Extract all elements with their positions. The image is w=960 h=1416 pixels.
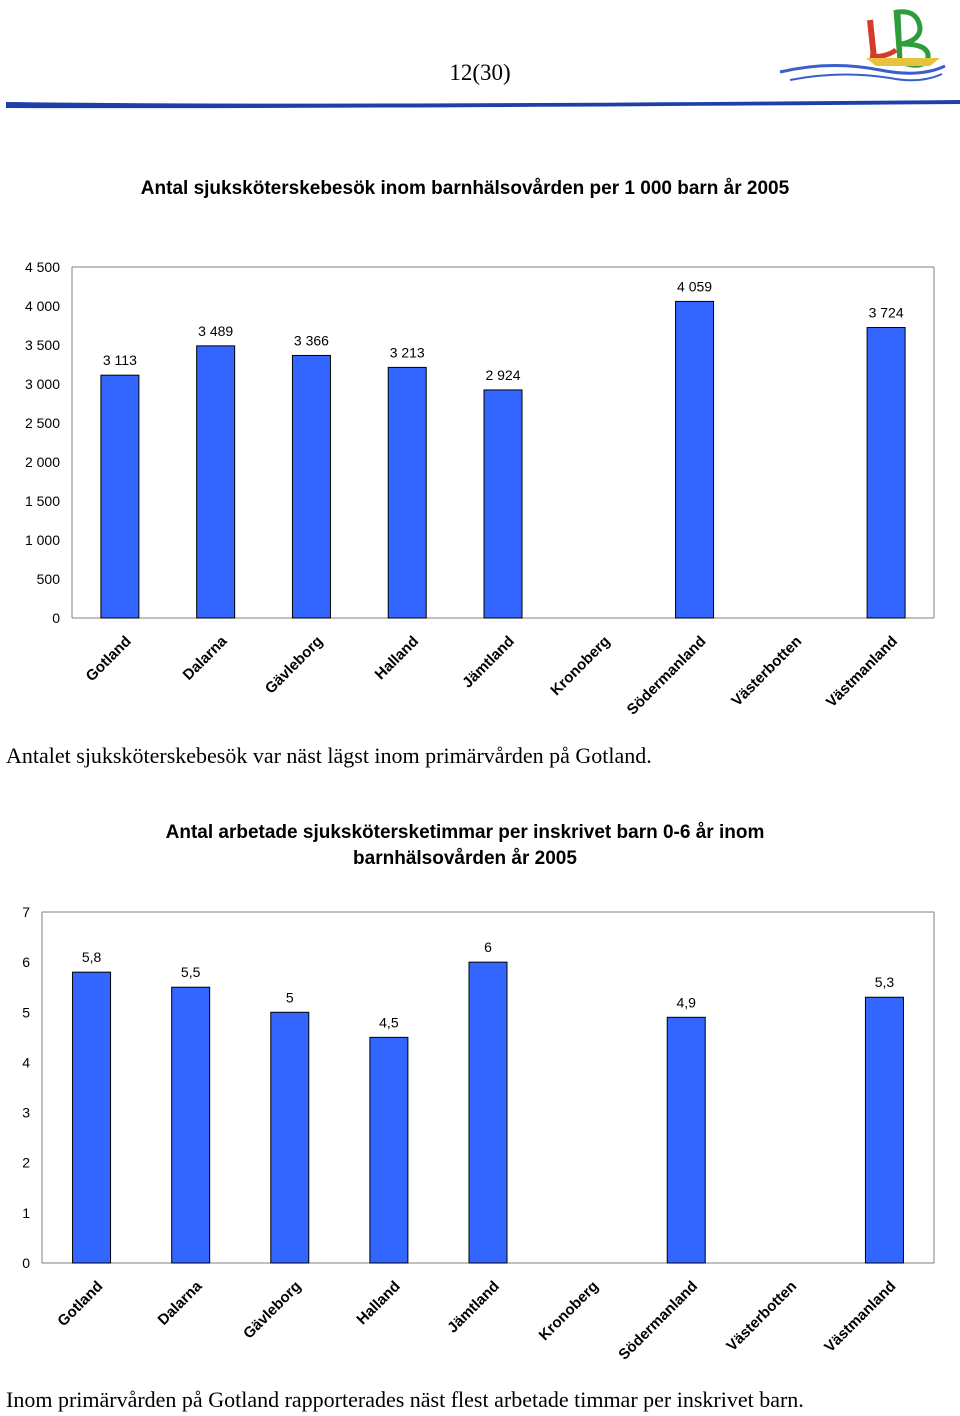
chart1-data-label: 3 724 — [869, 305, 904, 321]
chart1-bar-gävleborg — [291, 354, 331, 619]
chart1-category-label: Dalarna — [180, 632, 231, 683]
chart2-data-label: 5,8 — [82, 949, 102, 965]
chart1-category-label: Jämtland — [459, 633, 518, 692]
chart1: 0 500 1 000 1 500 2 000 2 500 3 000 3 500 4 000 4… — [25, 259, 935, 719]
chart2-data-label: 5,5 — [181, 964, 201, 980]
chart2-category-label: Jämtland — [444, 1278, 503, 1337]
chart2-data-label: 5 — [286, 989, 294, 1005]
chart2-y-tick-label: 7 — [22, 904, 30, 920]
chart2-bar-gotland — [72, 971, 112, 1264]
chart2-data-label: 6 — [484, 939, 492, 955]
chart2-y-tick-label: 6 — [22, 954, 30, 970]
chart2-y-tick-label: 1 — [22, 1205, 30, 1221]
chart2-data-label: 4,9 — [676, 994, 696, 1010]
chart1-data-label: 4 059 — [677, 278, 712, 294]
chart2-bar-gävleborg — [270, 1011, 310, 1264]
chart1-category-label: Gotland — [83, 633, 135, 685]
chart1-y-tick-label: 3 500 — [25, 337, 60, 353]
chart1-data-label: 3 213 — [390, 344, 425, 360]
chart1-bar-västmanland — [866, 327, 906, 619]
chart2-y-tick-label: 5 — [22, 1004, 30, 1020]
chart1-y-tick-label: 4 500 — [25, 259, 60, 275]
chart2-bar-jämtland — [468, 961, 508, 1264]
chart2-bar-halland — [369, 1036, 409, 1264]
chart2-title: Antal arbetade sjukskötersketimmar per i… — [165, 822, 765, 869]
chart2-bar-dalarna — [171, 986, 211, 1264]
chart1-data-label: 3 113 — [103, 352, 137, 368]
chart2-category-label: Gotland — [54, 1278, 106, 1330]
chart1-data-label: 3 489 — [198, 323, 233, 339]
chart1-y-tick-label: 2 500 — [25, 415, 60, 431]
chart2-category-label: Kronoberg — [536, 1278, 602, 1344]
chart1-y-tick-label: 3 000 — [25, 376, 60, 392]
page-number: 12(30) — [449, 60, 511, 85]
chart2-y-tick-label: 0 — [22, 1255, 30, 1271]
header-rule — [6, 100, 960, 109]
caption1: Antalet sjuksköterskebesök var näst lägs… — [6, 743, 652, 768]
chart1-category-label: Gävleborg — [262, 633, 326, 697]
chart1-bar-jämtland — [483, 389, 523, 619]
chart2-category-label: Halland — [353, 1278, 403, 1328]
chart1-bar-gotland — [100, 374, 140, 619]
chart1-data-label: 2 924 — [485, 367, 520, 383]
chart1-bar-halland — [387, 366, 427, 619]
chart1-y-tick-label: 2 000 — [25, 454, 60, 470]
chart2-category-label: Södermanland — [615, 1278, 701, 1364]
chart2-y-tick-label: 4 — [22, 1054, 30, 1070]
caption2: Inom primärvården på Gotland rapporterad… — [6, 1387, 804, 1412]
chart2-bar-södermanland — [666, 1016, 706, 1264]
chart1-bar-dalarna — [196, 345, 236, 619]
chart2: 0 1 2 3 4 5 6 7 5,8 Gotland 5,5 Dalarna 5 Gävleborg 4,… — [22, 904, 935, 1364]
chart1-category-label: Kronoberg — [547, 633, 613, 699]
chart1-y-tick-label: 0 — [52, 610, 60, 626]
chart2-data-label: 4,5 — [379, 1014, 399, 1030]
chart2-category-label: Västerbotten — [723, 1278, 800, 1355]
chart1-data-label: 3 366 — [294, 332, 329, 348]
chart2-category-label: Gävleborg — [240, 1278, 304, 1342]
chart2-data-label: 5,3 — [875, 974, 895, 990]
chart1-category-label: Västmanland — [823, 633, 901, 711]
chart1-y-tick-label: 1 000 — [25, 532, 60, 548]
chart1-category-label: Halland — [372, 633, 422, 683]
chart2-y-tick-label: 2 — [22, 1155, 30, 1171]
chart1-y-tick-label: 500 — [37, 571, 61, 587]
chart1-y-tick-label: 1 500 — [25, 493, 60, 509]
chart1-y-tick-label: 4 000 — [25, 298, 60, 314]
chart2-category-label: Dalarna — [155, 1277, 206, 1328]
chart2-category-label: Västmanland — [821, 1278, 899, 1356]
chart2-bar-västmanland — [864, 996, 904, 1264]
logo-icon — [779, 9, 946, 82]
chart1-title: Antal sjuksköterskebesök inom barnhälsov… — [140, 178, 790, 199]
chart1-category-label: Södermanland — [624, 633, 710, 719]
chart2-y-tick-label: 3 — [22, 1105, 30, 1121]
chart1-category-label: Västerbotten — [728, 633, 805, 710]
chart1-bar-södermanland — [675, 300, 715, 619]
